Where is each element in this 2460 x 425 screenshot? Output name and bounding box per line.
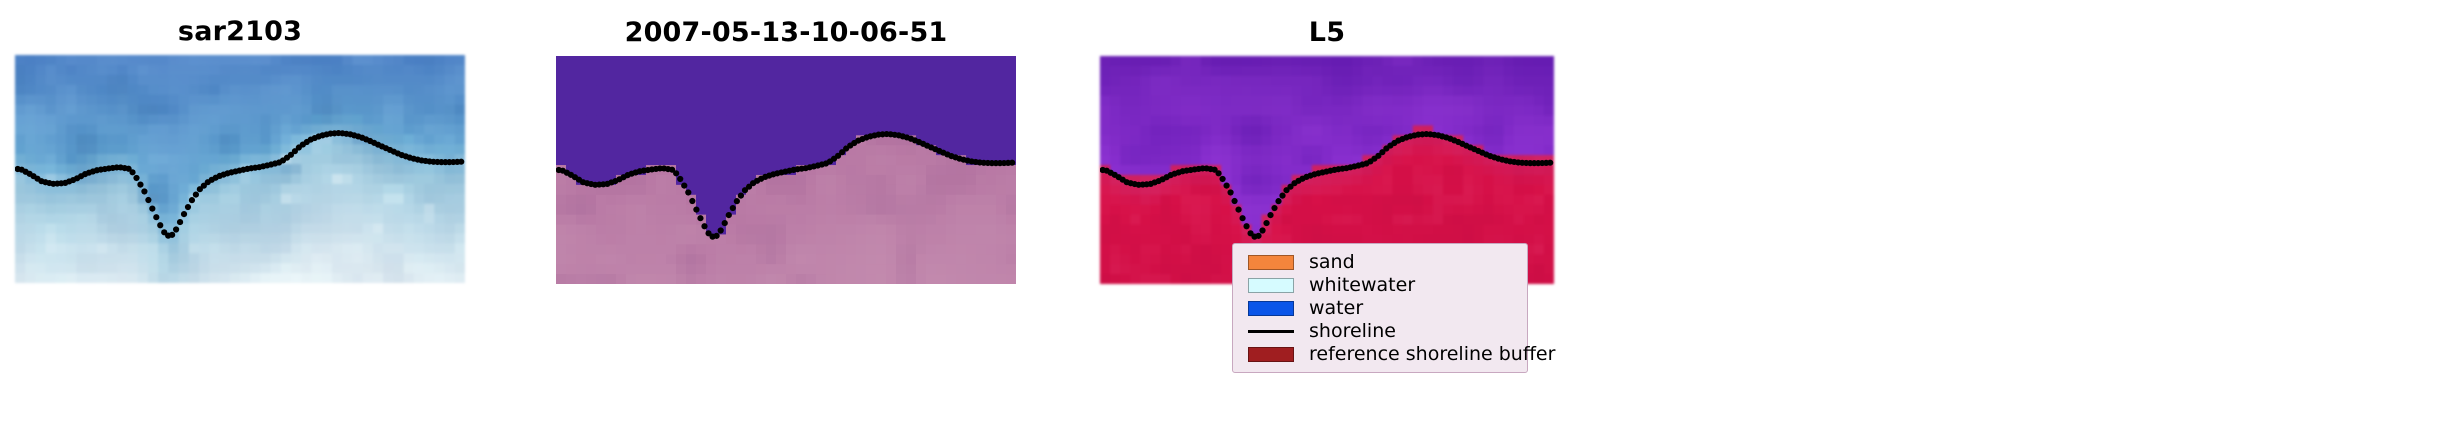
shoreline-overlay	[1100, 130, 1554, 240]
legend-label-reference-shoreline-buffer: reference shoreline buffer	[1309, 343, 1556, 365]
legend-swatch-sand	[1242, 255, 1300, 270]
panel-sar2103: sar2103	[15, 16, 465, 283]
legend-swatch-water	[1242, 301, 1300, 316]
legend-item: sand	[1242, 251, 1518, 274]
panel-classified-image: 2007-05-13-10-06-51	[556, 17, 1016, 284]
legend-swatch-shoreline	[1242, 330, 1300, 333]
legend-swatch-reference-shoreline-buffer	[1242, 347, 1300, 362]
legend-label-water: water	[1309, 297, 1364, 319]
legend: sand whitewater water shoreline referenc…	[1232, 243, 1555, 373]
legend-item: shoreline	[1242, 320, 1518, 343]
shoreline-overlay	[15, 129, 465, 239]
legend-label-shoreline: shoreline	[1309, 320, 1396, 342]
legend-item: reference shoreline buffer	[1242, 343, 1555, 366]
legend-label-sand: sand	[1309, 251, 1355, 273]
legend-label-whitewater: whitewater	[1309, 274, 1416, 296]
shoreline-overlay	[556, 130, 1016, 240]
legend-swatch-whitewater	[1242, 278, 1300, 293]
panel-title-classified: 2007-05-13-10-06-51	[624, 17, 948, 48]
panel-title-l5: L5	[1308, 17, 1346, 48]
legend-item: whitewater	[1242, 274, 1518, 297]
legend-item: water	[1242, 297, 1518, 320]
panel-title-sar2103: sar2103	[177, 16, 303, 47]
